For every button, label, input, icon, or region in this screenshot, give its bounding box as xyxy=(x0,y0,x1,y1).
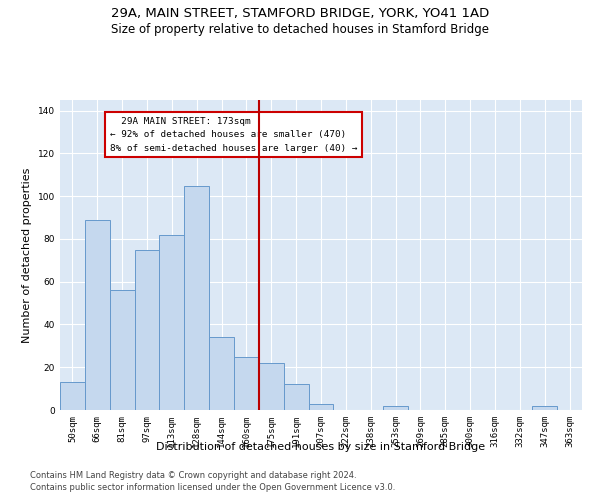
Text: Distribution of detached houses by size in Stamford Bridge: Distribution of detached houses by size … xyxy=(157,442,485,452)
Y-axis label: Number of detached properties: Number of detached properties xyxy=(22,168,32,342)
Bar xyxy=(134,250,160,410)
Bar xyxy=(160,234,184,410)
Text: 29A, MAIN STREET, STAMFORD BRIDGE, YORK, YO41 1AD: 29A, MAIN STREET, STAMFORD BRIDGE, YORK,… xyxy=(111,8,489,20)
Text: 29A MAIN STREET: 173sqm
← 92% of detached houses are smaller (470)
8% of semi-de: 29A MAIN STREET: 173sqm ← 92% of detache… xyxy=(110,117,357,152)
Bar xyxy=(209,338,234,410)
Bar xyxy=(110,290,134,410)
Bar xyxy=(234,356,259,410)
Text: Size of property relative to detached houses in Stamford Bridge: Size of property relative to detached ho… xyxy=(111,22,489,36)
Bar xyxy=(184,186,209,410)
Text: Contains HM Land Registry data © Crown copyright and database right 2024.: Contains HM Land Registry data © Crown c… xyxy=(30,471,356,480)
Bar xyxy=(284,384,308,410)
Bar xyxy=(308,404,334,410)
Bar xyxy=(383,406,408,410)
Bar xyxy=(259,363,284,410)
Bar xyxy=(85,220,110,410)
Text: Contains public sector information licensed under the Open Government Licence v3: Contains public sector information licen… xyxy=(30,484,395,492)
Bar xyxy=(60,382,85,410)
Bar xyxy=(532,406,557,410)
